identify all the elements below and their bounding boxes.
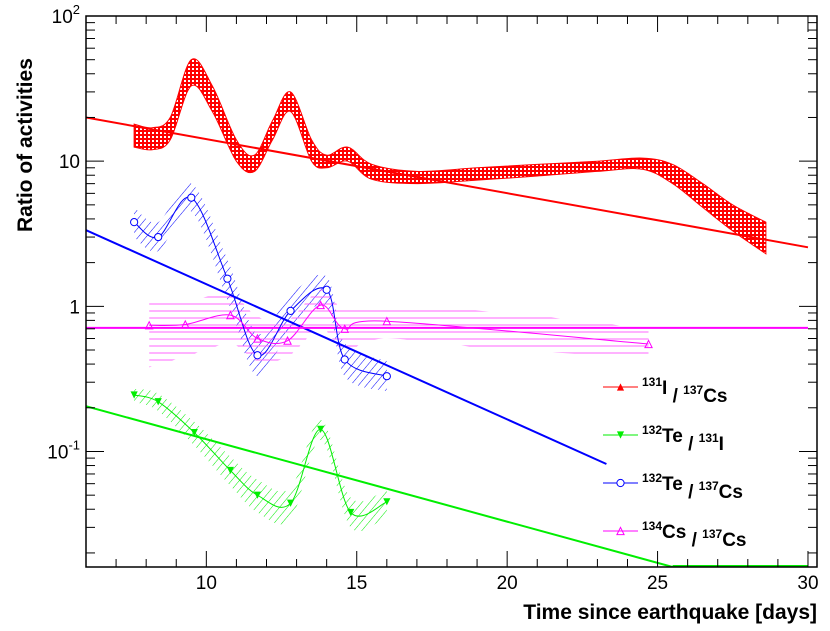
data-markers xyxy=(130,193,653,517)
legend-marker-3 xyxy=(616,526,625,536)
legend-marker-2 xyxy=(616,478,625,488)
x-tick-label-1: 15 xyxy=(346,573,367,594)
legend-label-1: 132Te / 131I xyxy=(642,423,724,455)
data-point-series-3-6 xyxy=(340,324,350,333)
y-tick-label-3: 10-1 xyxy=(47,437,80,463)
fit-line-series-1 xyxy=(86,405,673,567)
data-point-series-1-7 xyxy=(347,508,355,517)
data-point-series-2-2 xyxy=(187,193,196,202)
curve-series-1 xyxy=(133,394,388,517)
fit-line-series-0 xyxy=(86,116,809,249)
x-tick-label-0: 10 xyxy=(196,573,217,594)
data-point-series-2-7 xyxy=(340,355,349,364)
data-point-series-3-3 xyxy=(253,333,262,343)
error-band-series-0 xyxy=(133,58,767,255)
data-point-series-2-1 xyxy=(154,232,163,242)
axes: 10 15 20 25 30 102 10 1 10-1 xyxy=(47,2,818,594)
data-point-series-1-4 xyxy=(253,491,262,499)
data-point-series-2-8 xyxy=(382,372,391,381)
plot-frame xyxy=(85,15,818,568)
data-point-series-1-8 xyxy=(383,498,391,506)
legend-label-3: 134Cs / 137Cs xyxy=(642,519,747,551)
data-point-series-1-0 xyxy=(130,391,138,399)
data-point-series-3-2 xyxy=(225,310,235,320)
data-point-series-3-4 xyxy=(283,335,292,345)
data-point-series-3-7 xyxy=(382,316,392,326)
data-point-series-2-3 xyxy=(223,274,232,283)
curve-series-3 xyxy=(149,304,649,345)
data-point-series-3-0 xyxy=(144,320,154,330)
data-point-series-2-0 xyxy=(130,218,139,227)
x-tick-label-4: 30 xyxy=(797,573,818,594)
x-axis-title: Time since earthquake [days] xyxy=(523,601,817,624)
data-point-series-1-2 xyxy=(190,428,198,437)
data-point-series-3-1 xyxy=(180,319,190,329)
data-point-series-2-4 xyxy=(253,351,262,360)
fit-line-series-2 xyxy=(86,229,607,465)
legend: 131I / 137Cs 132Te / 131I 132Te / 137Cs 134… xyxy=(603,375,747,551)
data-point-series-3-8 xyxy=(644,339,653,349)
y-tick-label-0: 102 xyxy=(52,2,80,28)
data-point-series-2-5 xyxy=(286,306,295,315)
legend-label-0: 131I / 137Cs xyxy=(642,375,727,407)
x-tick-label-3: 25 xyxy=(647,573,668,594)
legend-marker-0 xyxy=(616,383,625,391)
y-axis-title: Ratio of activities xyxy=(14,58,37,232)
data-point-series-1-5 xyxy=(286,499,295,507)
legend-marker-1 xyxy=(616,431,625,439)
fit-lines xyxy=(86,116,809,567)
y-tick-label-1: 10 xyxy=(59,152,80,173)
data-point-series-1-1 xyxy=(154,398,162,406)
y-tick-label-2: 1 xyxy=(69,297,80,318)
data-point-series-1-3 xyxy=(226,466,234,475)
x-tick-label-2: 20 xyxy=(497,573,518,594)
data-point-series-1-6 xyxy=(317,425,325,433)
error-band-series-1 xyxy=(134,388,387,532)
data-point-series-3-5 xyxy=(316,300,326,310)
legend-label-2: 132Te / 137Cs xyxy=(642,471,743,503)
data-point-series-2-6 xyxy=(322,285,331,294)
